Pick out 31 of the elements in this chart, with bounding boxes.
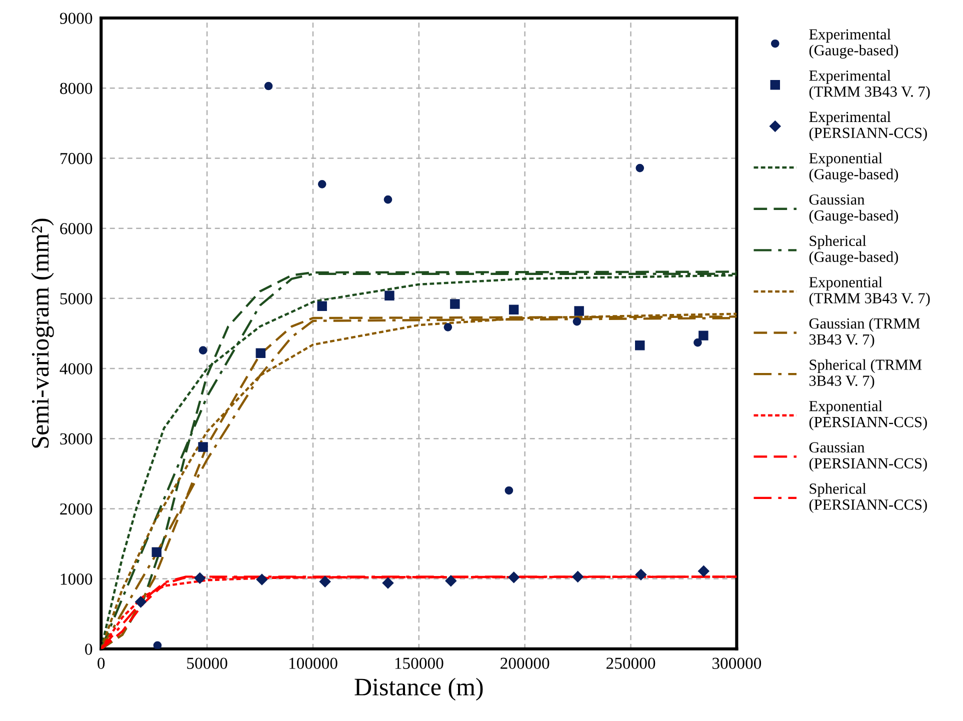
legend-label: Gaussian (PERSIANN-CCS) (809, 442, 927, 472)
y-axis-title: Semi-variogram (mm²) (31, 218, 54, 448)
y-tick-label: 9000 (60, 12, 92, 24)
y-tick-label: 8000 (60, 82, 92, 94)
legend-label: Gaussian (TRMM 3B43 V. 7) (809, 318, 920, 348)
y-tick-label: 4000 (60, 363, 92, 374)
x-tick-label: 200000 (500, 658, 550, 669)
y-tick-label: 7000 (60, 152, 92, 164)
x-tick-label: 150000 (395, 658, 444, 669)
x-tick-label: 250000 (606, 658, 656, 669)
legend-label: Spherical (TRMM 3B43 V. 7) (809, 359, 922, 390)
x-tick-label: 50000 (187, 658, 228, 669)
y-tick-label: 0 (85, 644, 92, 655)
y-tick-label: 1000 (60, 574, 92, 585)
legend-label: Gaussian (Gauge-based) (809, 194, 898, 224)
legend-label: Exponential (TRMM 3B43 V. 7) (809, 276, 930, 306)
legend-label: Experimental (TRMM 3B43 V. 7) (809, 70, 930, 100)
x-tick-label: 0 (98, 658, 105, 669)
legend-label: Exponential (PERSIANN-CCS) (809, 400, 927, 430)
y-tick-label: 6000 (60, 223, 92, 234)
legend-label: Experimental (PERSIANN-CCS) (809, 111, 927, 142)
x-tick-label: 300000 (712, 658, 762, 669)
y-tick-label: 3000 (60, 433, 92, 445)
y-tick-label: 2000 (60, 503, 92, 515)
legend-label: Exponential (Gauge-based) (809, 152, 898, 182)
legend-label: Spherical (Gauge-based) (809, 235, 898, 266)
legend-label: Spherical (PERSIANN-CCS) (809, 483, 927, 513)
y-tick-label: 5000 (60, 293, 92, 304)
x-axis-title: Distance (m) (354, 678, 483, 701)
legend-label: Experimental (Gauge-based) (809, 28, 898, 59)
x-tick-label: 100000 (289, 658, 338, 669)
